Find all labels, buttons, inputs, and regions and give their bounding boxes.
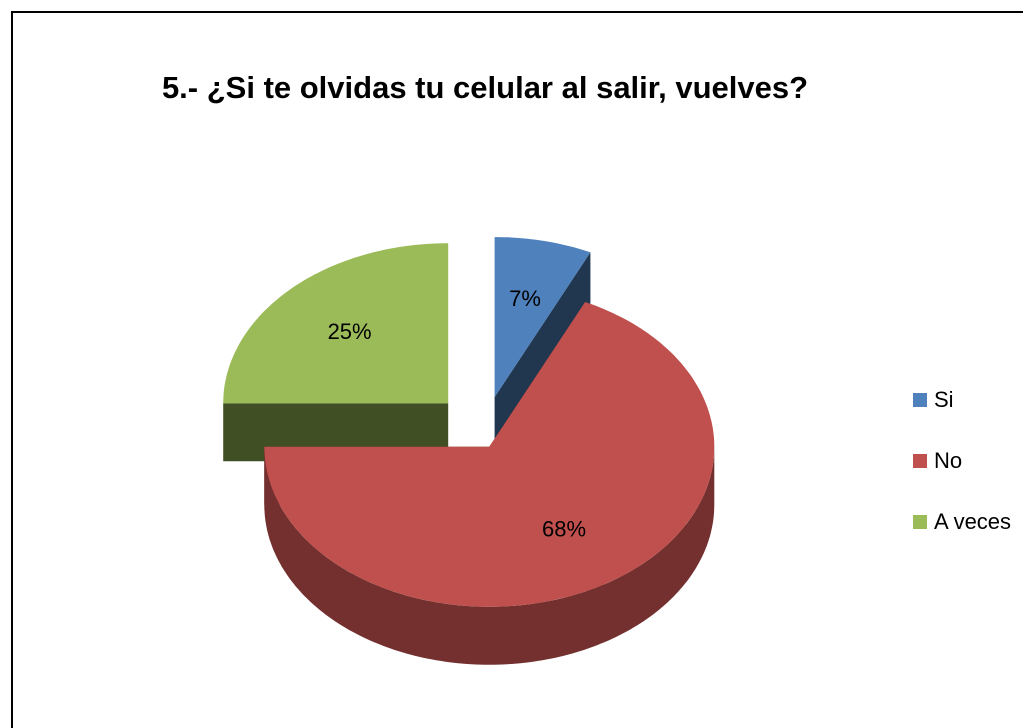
legend-label: No: [934, 448, 962, 473]
slice: [223, 243, 449, 404]
chart-frame: [11, 11, 1023, 728]
chart-title: 5.- ¿Si te olvidas tu celular al salir, …: [161, 70, 809, 105]
data-label: 25%: [328, 319, 372, 344]
legend-swatch: [913, 515, 927, 529]
legend-swatch: [913, 454, 927, 468]
slice: [494, 237, 591, 398]
slice-tops: [223, 237, 715, 607]
slice-outer-wall: [264, 446, 715, 665]
legend-label: Si: [934, 387, 954, 412]
data-label: 68%: [542, 516, 586, 541]
data-label: 7%: [509, 286, 541, 311]
legend-swatch: [913, 393, 927, 407]
legend-label: A veces: [934, 509, 1011, 534]
slice: [264, 302, 715, 607]
slice-cut-wall: [223, 403, 449, 462]
